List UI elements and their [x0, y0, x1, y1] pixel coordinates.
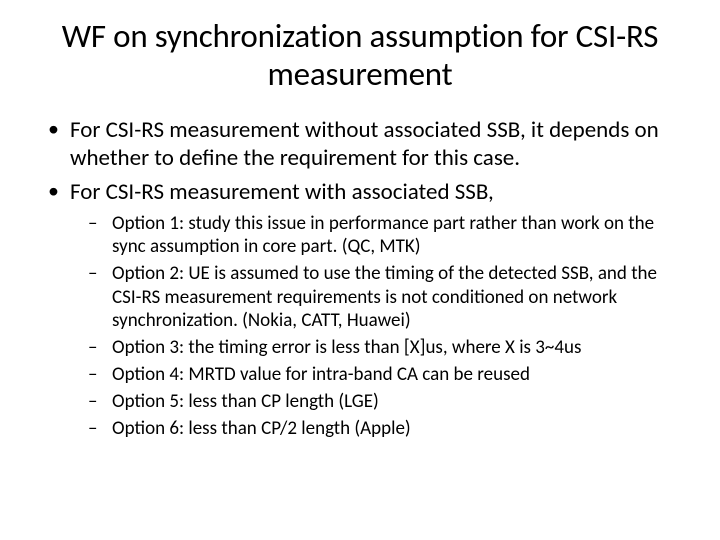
bullet-list-level2: Option 1: study this issue in performanc…: [70, 212, 680, 441]
bullet-list-level1: For CSI-RS measurement without associate…: [40, 116, 680, 441]
sub-bullet-text: Option 6: less than CP/2 length (Apple): [112, 417, 411, 440]
sub-bullet-text: Option 3: the timing error is less than …: [112, 336, 581, 359]
slide: WF on synchronization assumption for CSI…: [0, 0, 720, 540]
sub-bullet-text: Option 1: study this issue in performanc…: [112, 212, 654, 258]
sub-bullet-text: Option 2: UE is assumed to use the timin…: [112, 262, 657, 331]
sub-bullet-text: Option 4: MRTD value for intra-band CA c…: [112, 363, 530, 386]
sub-bullet-item: Option 6: less than CP/2 length (Apple): [112, 417, 680, 440]
sub-bullet-item: Option 3: the timing error is less than …: [112, 336, 680, 359]
slide-title: WF on synchronization assumption for CSI…: [40, 18, 680, 94]
sub-bullet-item: Option 2: UE is assumed to use the timin…: [112, 262, 680, 332]
bullet-item: For CSI-RS measurement without associate…: [70, 116, 680, 172]
bullet-text: For CSI-RS measurement with associated S…: [70, 178, 494, 206]
sub-bullet-text: Option 5: less than CP length (LGE): [112, 390, 379, 413]
bullet-item: For CSI-RS measurement with associated S…: [70, 178, 680, 441]
sub-bullet-item: Option 1: study this issue in performanc…: [112, 212, 680, 258]
bullet-text: For CSI-RS measurement without associate…: [70, 116, 659, 172]
sub-bullet-item: Option 4: MRTD value for intra-band CA c…: [112, 363, 680, 386]
sub-bullet-item: Option 5: less than CP length (LGE): [112, 390, 680, 413]
